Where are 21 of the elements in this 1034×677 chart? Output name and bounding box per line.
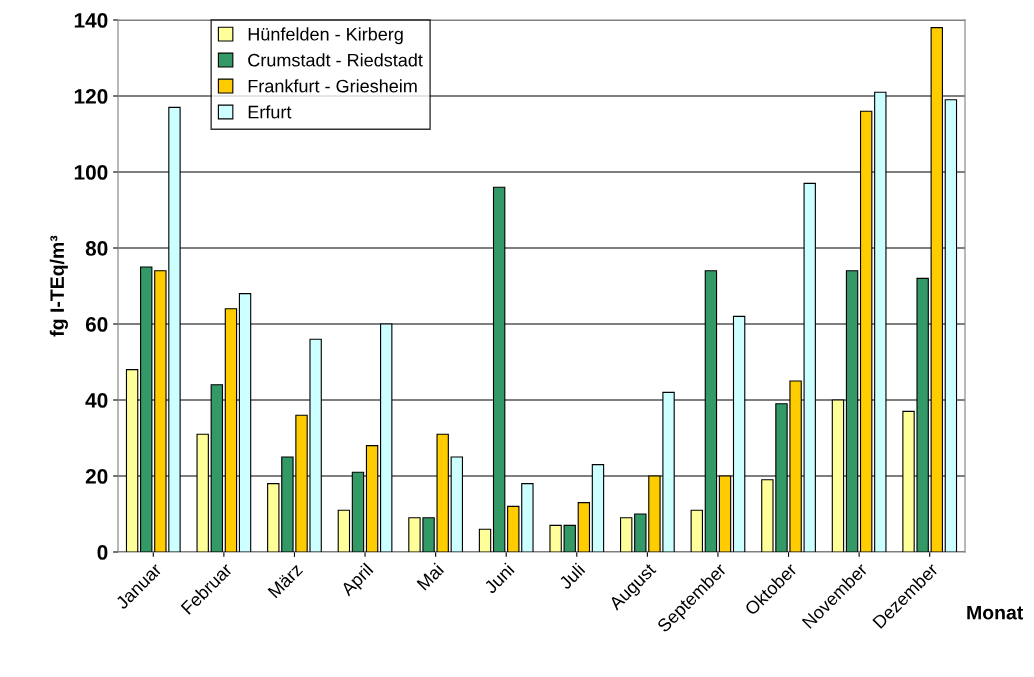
y-tick-label: 20 bbox=[85, 469, 108, 484]
legend-label: Erfurt bbox=[248, 105, 292, 119]
x-axis-title: Monat bbox=[967, 605, 1024, 620]
legend-label: Frankfurt - Griesheim bbox=[248, 79, 417, 93]
bar bbox=[619, 517, 633, 552]
y-tick-label: 100 bbox=[74, 165, 108, 180]
legend-label: Crumstadt - Riedstadt bbox=[248, 53, 423, 67]
bar bbox=[577, 502, 591, 552]
bar bbox=[478, 528, 492, 552]
y-tick-label: 60 bbox=[85, 317, 108, 332]
bar bbox=[337, 509, 351, 552]
x-tick-label: Juli bbox=[557, 562, 586, 591]
bar bbox=[690, 509, 703, 552]
y-tick-label: 40 bbox=[85, 393, 108, 408]
y-tick-label: 140 bbox=[74, 13, 108, 28]
y-tick-label: 0 bbox=[97, 545, 108, 560]
y-tick-label: 80 bbox=[85, 241, 108, 256]
x-tick-label: Mai bbox=[416, 562, 445, 591]
y-axis-title: fg I-TEq/m³ bbox=[49, 235, 68, 337]
y-tick-label: 120 bbox=[74, 89, 108, 104]
legend-label: Hünfelden - Kirberg bbox=[248, 27, 403, 45]
